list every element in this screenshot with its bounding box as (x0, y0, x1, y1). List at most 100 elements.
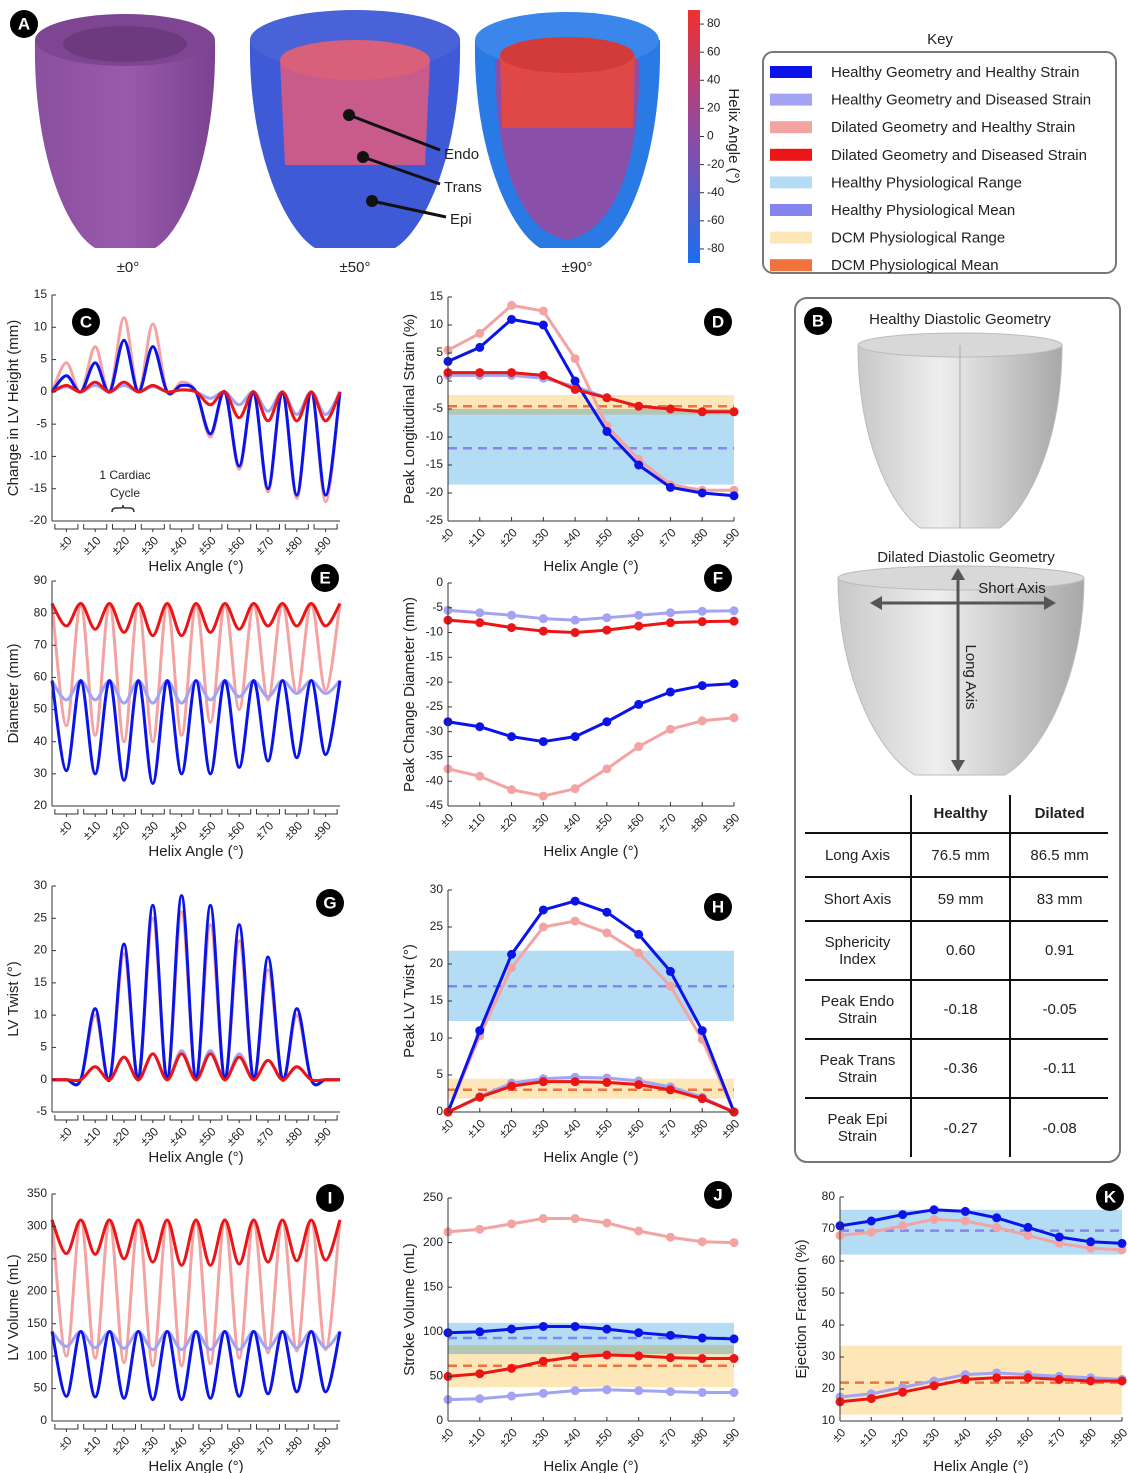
data-point (602, 1324, 612, 1334)
data-point (538, 791, 548, 801)
x-tick-label: ±0 (55, 818, 75, 838)
x-tick-label: ±80 (281, 1433, 305, 1457)
cycle-bracket (140, 524, 165, 532)
x-tick-label: ±60 (224, 533, 248, 557)
y-axis-label: Peak Change Diameter (mm) (401, 597, 418, 792)
x-tick-label: ±30 (528, 1116, 552, 1140)
cycle-bracket (83, 1115, 108, 1123)
x-tick-label: ±10 (856, 1425, 880, 1449)
data-point (475, 722, 485, 732)
x-tick-label: ±10 (80, 533, 104, 557)
y-tick-label: -45 (426, 798, 444, 812)
data-point (634, 1351, 644, 1361)
data-point (602, 393, 612, 403)
y-tick-label: 10 (430, 317, 444, 331)
x-tick-label: ±60 (623, 1425, 647, 1449)
x-tick-label: ±50 (591, 1116, 615, 1140)
series-line (50, 1218, 342, 1267)
data-point (729, 679, 739, 689)
data-point (1117, 1238, 1127, 1248)
series-line (447, 1353, 734, 1378)
series-line (447, 1324, 735, 1341)
data-point (538, 370, 548, 380)
x-tick-label: ±0 (437, 1116, 457, 1136)
y-tick-label: 40 (822, 1317, 836, 1331)
data-point (729, 1238, 739, 1248)
key-label: Dilated Geometry and Diseased Strain (831, 147, 1087, 164)
x-tick-label: ±20 (496, 1116, 520, 1140)
data-point (475, 1327, 485, 1337)
table-row: Sphericity Index 0.60 0.91 (805, 921, 1108, 981)
x-tick-label: ±30 (137, 533, 161, 557)
row-label: Peak Epi Strain (827, 1111, 888, 1145)
data-point (602, 1350, 612, 1360)
y-tick-label: -20 (30, 513, 48, 527)
cycle-bracket (227, 1424, 252, 1432)
cycle-bracket (198, 524, 223, 532)
panel-label-badge (704, 564, 732, 592)
data-point (602, 1077, 612, 1087)
cycle-bracket (111, 1424, 137, 1432)
data-point (475, 1394, 485, 1404)
series-line (839, 1208, 1123, 1245)
series-line (52, 1052, 340, 1083)
x-tick-label: ±40 (166, 533, 190, 557)
x-tick-label: ±0 (829, 1425, 849, 1445)
y-tick-label: 50 (34, 1381, 48, 1395)
cycle-bracket (111, 809, 137, 817)
x-tick-label: ±70 (655, 810, 679, 834)
cycle-bracket (227, 1115, 252, 1123)
annotation: Cycle (110, 486, 140, 500)
panel-label: B (812, 311, 824, 330)
value-cell: 83 mm (1009, 877, 1108, 922)
x-tick-label: ±80 (687, 525, 711, 549)
x-axis-label: Helix Angle (°) (933, 1458, 1028, 1473)
key-swatch (770, 176, 812, 189)
data-point (665, 404, 675, 414)
colorbar-label: Helix Angle (°) (725, 88, 742, 183)
cycle-bracket (284, 1115, 309, 1123)
data-point (697, 617, 707, 627)
annotation-brace (111, 504, 135, 513)
panel-label-badge (316, 889, 344, 917)
y-tick-label: 25 (34, 910, 48, 924)
cycle-bracket (111, 524, 137, 532)
x-tick-label: ±20 (108, 818, 132, 842)
colorbar-tick-label: 40 (707, 72, 721, 86)
y-tick-label: 90 (34, 573, 48, 587)
series-line (447, 618, 735, 635)
cycle-bracket (284, 1424, 309, 1432)
table-row: Peak Epi Strain -0.27 -0.08 (805, 1098, 1108, 1157)
panel-label: H (712, 897, 724, 916)
data-point (634, 742, 644, 752)
chart-panel: 0 5 10 15 20 25 30 ±0 ±10 ±20 ±30 ±40 ±50 ±60 ±70 ±80 ±9… (401, 882, 743, 1166)
data-point (634, 929, 644, 939)
x-tick-label: ±40 (559, 810, 583, 834)
data-point (538, 1321, 548, 1331)
series-line (50, 1218, 342, 1368)
cycle-bracket (198, 1115, 223, 1123)
cycle-bracket (169, 809, 194, 817)
colorbar-tick-label: 0 (707, 129, 714, 143)
data-point (507, 610, 517, 620)
x-tick-label: ±80 (687, 1425, 711, 1449)
key-label: DCM Physiological Mean (831, 257, 999, 274)
data-point (960, 1216, 970, 1226)
key-swatch (770, 204, 812, 216)
data-point (602, 907, 612, 917)
value-cell: 0.91 (1009, 921, 1108, 981)
x-axis-label: Helix Angle (°) (148, 558, 243, 575)
data-point (538, 1388, 548, 1398)
cycle-bracket (54, 524, 79, 532)
x-tick-label: ±0 (55, 533, 75, 553)
x-tick-label: ±60 (1012, 1425, 1036, 1449)
cycle-bracket (198, 809, 223, 817)
y-tick-label: 5 (40, 352, 47, 366)
key-swatch (770, 121, 812, 134)
x-tick-label: ±70 (252, 1433, 276, 1457)
panel-label-badge (704, 893, 732, 921)
x-tick-label: ±30 (137, 1433, 161, 1457)
series-line (50, 679, 342, 705)
x-axis-label: Helix Angle (°) (148, 1458, 243, 1473)
chart-panel: 10 20 30 40 50 60 70 80 ±0 ±10 ±20 ±30 ±40 ±50 ±60 ±70 ±… (793, 1189, 1128, 1473)
